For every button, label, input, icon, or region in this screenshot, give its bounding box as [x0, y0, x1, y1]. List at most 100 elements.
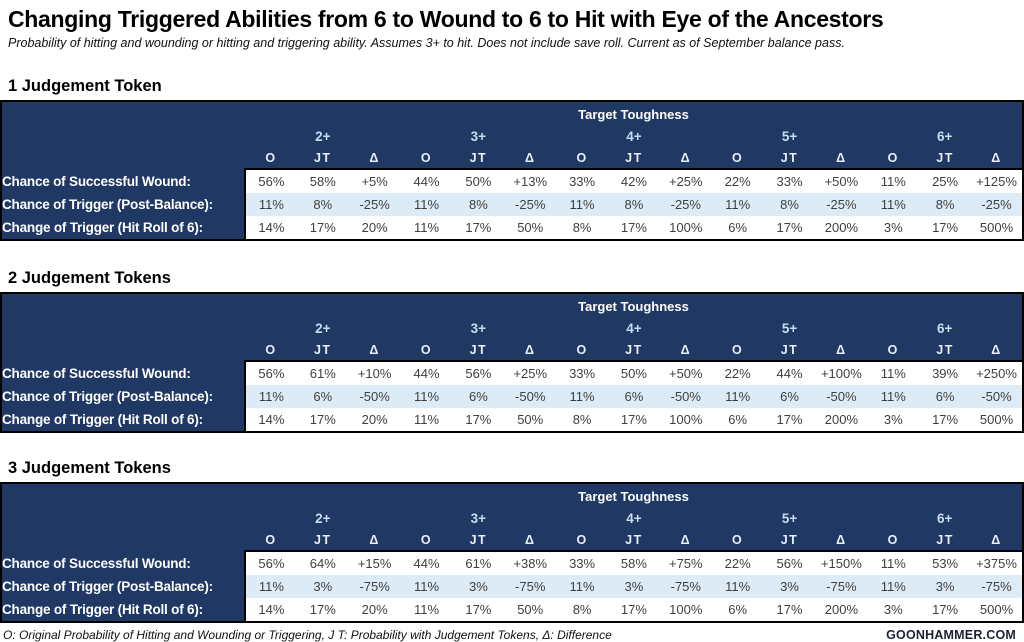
table-cell: +100% [815, 360, 868, 385]
column-header: Δ [680, 150, 692, 165]
table-cell: 50% [452, 168, 505, 193]
column-header: JT [469, 342, 488, 357]
table-cell: 56% [244, 360, 297, 385]
table-cell: 3% [867, 216, 920, 240]
column-header: JT [313, 150, 332, 165]
column-header: O [420, 342, 433, 357]
table-row: Change of Trigger (Hit Roll of 6): 14% 17%… [1, 598, 1023, 622]
table-cell: +5% [348, 168, 401, 193]
table-cell: -50% [971, 385, 1023, 408]
table-cell: 33% [763, 168, 816, 193]
column-header: Δ [836, 150, 847, 165]
table-cell: -25% [659, 193, 712, 216]
table-cell: 11% [556, 193, 609, 216]
column-header: Δ [524, 150, 536, 165]
table-cell: 17% [919, 408, 972, 432]
column-header: JT [625, 342, 643, 357]
table-cell: 50% [504, 598, 557, 622]
table-cell: 11% [867, 193, 920, 216]
table-cell: +125% [971, 168, 1023, 193]
row-label: Chance of Trigger (Post-Balance): [2, 197, 213, 212]
table-cell: +25% [504, 360, 557, 385]
table-cell: 500% [971, 408, 1023, 432]
table-cell: -25% [348, 193, 401, 216]
column-header: Δ [369, 150, 380, 165]
table-cell: 200% [815, 598, 868, 622]
table-row: Change of Trigger (Hit Roll of 6): 14% 17%… [1, 216, 1023, 240]
table-cell: 200% [815, 408, 868, 432]
table-cell: 58% [608, 550, 660, 575]
table-cell: 11% [867, 575, 920, 598]
table-cell: 20% [348, 408, 401, 432]
table-cell: 11% [244, 385, 297, 408]
column-header: O [420, 532, 433, 547]
table-cell: +15% [348, 550, 401, 575]
table-cell: 6% [711, 598, 764, 622]
table-cell: +375% [971, 550, 1023, 575]
page-title: Changing Triggered Abilities from 6 to W… [8, 6, 884, 32]
row-label: Change of Trigger (Hit Roll of 6): [2, 602, 203, 617]
row-label: Chance of Successful Wound: [2, 173, 191, 189]
table-cell: 3% [296, 575, 349, 598]
table-cell: 11% [867, 360, 920, 385]
table-cell: 11% [556, 575, 609, 598]
table-cell: -75% [659, 575, 712, 598]
table-cell: 100% [659, 408, 712, 432]
table-cell: 44% [400, 550, 453, 575]
column-header: O [420, 150, 433, 165]
column-header: O [887, 342, 899, 357]
toughness-group-header: 4+ [626, 129, 642, 144]
table-cell: 56% [452, 360, 505, 385]
corner-spacer [1, 508, 245, 529]
column-header: Δ [524, 342, 536, 357]
table-cell: -50% [504, 385, 557, 408]
table-cell: 25% [919, 168, 972, 193]
table-cell: -75% [348, 575, 401, 598]
table-cell: 11% [400, 408, 453, 432]
footer-legend: O: Original Probability of Hitting and W… [3, 628, 612, 642]
table-cell: 20% [348, 216, 401, 240]
page-subtitle: Probability of hitting and wounding or h… [8, 36, 845, 50]
table-cell: 11% [556, 385, 609, 408]
table-cell: 50% [608, 360, 660, 385]
table-cell: 61% [452, 550, 505, 575]
table-cell: 3% [763, 575, 816, 598]
table-cell: +150% [815, 550, 868, 575]
corner-spacer [1, 483, 245, 508]
table-cell: -75% [504, 575, 557, 598]
column-header: O [887, 532, 899, 547]
column-header: Δ [991, 532, 1002, 547]
column-header: JT [469, 150, 488, 165]
column-header: Δ [836, 532, 847, 547]
row-label: Chance of Successful Wound: [2, 555, 191, 571]
column-header: O [887, 150, 899, 165]
table-cell: 17% [919, 598, 972, 622]
table-row: Chance of Successful Wound: 56% 61% +10% 44%… [1, 360, 1023, 385]
table-cell: 11% [400, 575, 453, 598]
table-cell: 56% [244, 550, 297, 575]
table-cell: 14% [244, 598, 297, 622]
corner-spacer [1, 529, 245, 551]
table-cell: 42% [608, 168, 660, 193]
section-heading: 3 Judgement Tokens [8, 459, 171, 477]
table-cell: 8% [763, 193, 816, 216]
section-3-judgement-tokens: 3 Judgement Tokens Target Toughness 2+ 3+ 4… [0, 459, 1024, 623]
table-cell: 50% [504, 408, 557, 432]
probability-table: Target Toughness 2+ 3+ 4+ 5+ 6+ O JT Δ O JT Δ O JT Δ O J… [0, 292, 1024, 433]
column-header: Δ [991, 150, 1002, 165]
table-cell: -25% [815, 193, 868, 216]
row-label: Change of Trigger (Hit Roll of 6): [2, 412, 203, 427]
table-cell: 56% [244, 168, 297, 193]
column-header: JT [780, 532, 799, 547]
table-cell: -25% [971, 193, 1023, 216]
table-row: Chance of Successful Wound: 56% 64% +15% 44%… [1, 550, 1023, 575]
table-cell: 11% [711, 193, 764, 216]
table-cell: 6% [919, 385, 972, 408]
table-cell: 58% [296, 168, 349, 193]
corner-spacer [1, 147, 245, 169]
column-header: JT [936, 532, 954, 547]
row-label: Chance of Trigger (Post-Balance): [2, 389, 213, 404]
table-cell: 500% [971, 216, 1023, 240]
table-row: Chance of Successful Wound: 56% 58% +5% 44% 5… [1, 168, 1023, 193]
column-header: JT [780, 342, 799, 357]
